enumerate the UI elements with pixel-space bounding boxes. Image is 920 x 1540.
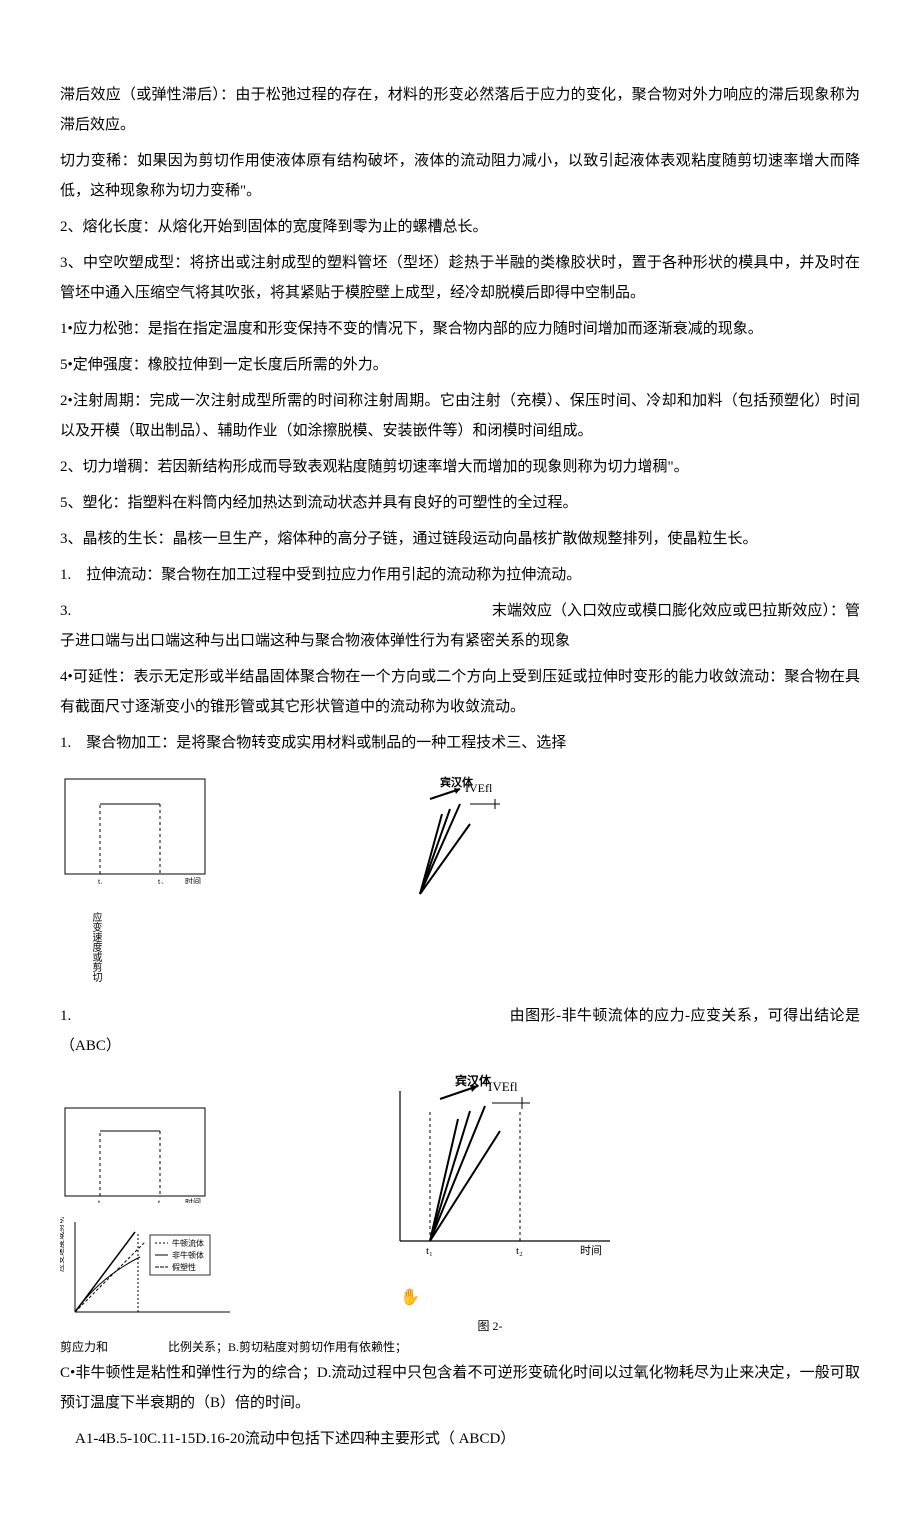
para-14: 1. 聚合物加工：是将聚合物转变成实用材料或制品的一种工程技术三、选择 xyxy=(60,728,860,758)
svg-text:时间: 时间 xyxy=(185,1197,201,1203)
para-12: 3. 末端效应（入口效应或模口膨化效应或巴拉斯效应）：管子进口端与出口端这种与出… xyxy=(60,596,860,656)
para-13: 4•可延性：表示无定形或半结晶固体聚合物在一个方向或二个方向上受到压延或拉伸时变… xyxy=(60,662,860,722)
step-box-diagram: t₁ t₂ 时间 xyxy=(60,774,210,884)
svg-text:t₂: t₂ xyxy=(158,1198,163,1203)
stress-strain-full: 宾汉体 IVEfl t₁ t₂ 时间 xyxy=(360,1071,620,1271)
right-figure-column: 宾汉体 IVEfl t₁ t₂ 时间 ✋ 图 2- xyxy=(360,1071,620,1338)
svg-text:假塑性: 假塑性 xyxy=(172,1262,196,1272)
q1-num: 1. xyxy=(60,1008,71,1024)
para-11: 1. 拉伸流动：聚合物在加工过程中受到拉应力作用引起的流动称为拉伸流动。 xyxy=(60,560,860,590)
para-9: 5、塑化：指塑料在料筒内经加热达到流动状态并具有良好的可塑性的全过程。 xyxy=(60,488,860,518)
flow-type-diagram: 牛顿流体 非牛顿体 假塑性 应变速度或剪切 xyxy=(60,1217,240,1338)
svg-text:t₂: t₂ xyxy=(158,877,163,884)
para-6: 5•定伸强度：橡胶拉伸到一定长度后所需的外力。 xyxy=(60,350,860,380)
svg-text:IVEfl: IVEfl xyxy=(488,1079,518,1094)
para-1: 滞后效应（或弹性滞后）：由于松弛过程的存在，材料的形变必然落后于应力的变化，聚合… xyxy=(60,80,860,140)
svg-text:t₁: t₁ xyxy=(426,1245,433,1257)
para-5: 1•应力松弛：是指在指定温度和形变保持不变的情况下，聚合物内部的应力随时间增加而… xyxy=(60,314,860,344)
para-2: 切力变稀：如果因为剪切作用使液体原有结构破坏，液体的流动阻力减小，以致引起液体表… xyxy=(60,146,860,206)
figure-row-2: t₁ t₂ 时间 牛顿流体 非牛顿体 假塑性 xyxy=(60,1071,860,1338)
svg-text:t₁: t₁ xyxy=(98,1198,103,1203)
caption-line-1: 剪应力和 比例关系；B.剪切粘度对剪切作用有依赖性； xyxy=(60,1340,860,1356)
para-10: 3、晶核的生长：晶核一旦生产，熔体种的高分子链，通过链段运动向晶核扩散做规整排列… xyxy=(60,524,860,554)
q1-tail: 由图形-非牛顿流体的应力-应变关系，可得出结论是（ABC） xyxy=(60,1008,860,1054)
para-7: 2•注射周期：完成一次注射成型所需的时间称注射周期。它由注射（充模）、保压时间、… xyxy=(60,386,860,446)
svg-text:t₁: t₁ xyxy=(98,877,103,884)
step-box-diagram-2: t₁ t₂ 时间 xyxy=(60,1103,210,1213)
svg-text:非牛顿体: 非牛顿体 xyxy=(172,1250,204,1260)
para-8: 2、切力增稠：若因新结构形成而导致表观粘度随剪切速率增大而增加的现象则称为切力增… xyxy=(60,452,860,482)
hand-cursor-icon: ✋ xyxy=(400,1282,620,1314)
figure-row-1: t₁ t₂ 时间 宾汉体 IVEfl xyxy=(60,774,860,904)
caption-line-2: C•非牛顿性是粘性和弹性行为的综合；D.流动过程中只包含着不可逆形变硫化时间以过… xyxy=(60,1358,860,1418)
figure-2-label: 图 2- xyxy=(360,1314,620,1338)
axis-label-text: 应变速度或剪切 xyxy=(90,912,101,982)
last-line: A1-4B.5-10C.11-15D.16-20流动中包括下述四种主要形式（ A… xyxy=(60,1424,860,1454)
vertical-axis-label-1: 应变速度或剪切 xyxy=(60,912,860,993)
svg-text:牛顿流体: 牛顿流体 xyxy=(172,1238,204,1248)
stress-strain-diagram-1: 宾汉体 IVEfl xyxy=(370,774,550,904)
question-1-line: 1. 由图形-非牛顿流体的应力-应变关系，可得出结论是（ABC） xyxy=(60,1001,860,1061)
svg-text:时间: 时间 xyxy=(185,876,201,884)
svg-text:t₂: t₂ xyxy=(516,1245,523,1257)
svg-text:时间: 时间 xyxy=(580,1244,602,1257)
svg-text:IVEfl: IVEfl xyxy=(465,781,493,795)
svg-text:应变速度或剪切: 应变速度或剪切 xyxy=(60,1217,65,1272)
para-3: 2、熔化长度：从熔化开始到固体的宽度降到零为止的螺槽总长。 xyxy=(60,212,860,242)
para-4: 3、中空吹塑成型：将挤出或注射成型的塑料管坯（型坯）趁热于半融的类橡胶状时，置于… xyxy=(60,248,860,308)
